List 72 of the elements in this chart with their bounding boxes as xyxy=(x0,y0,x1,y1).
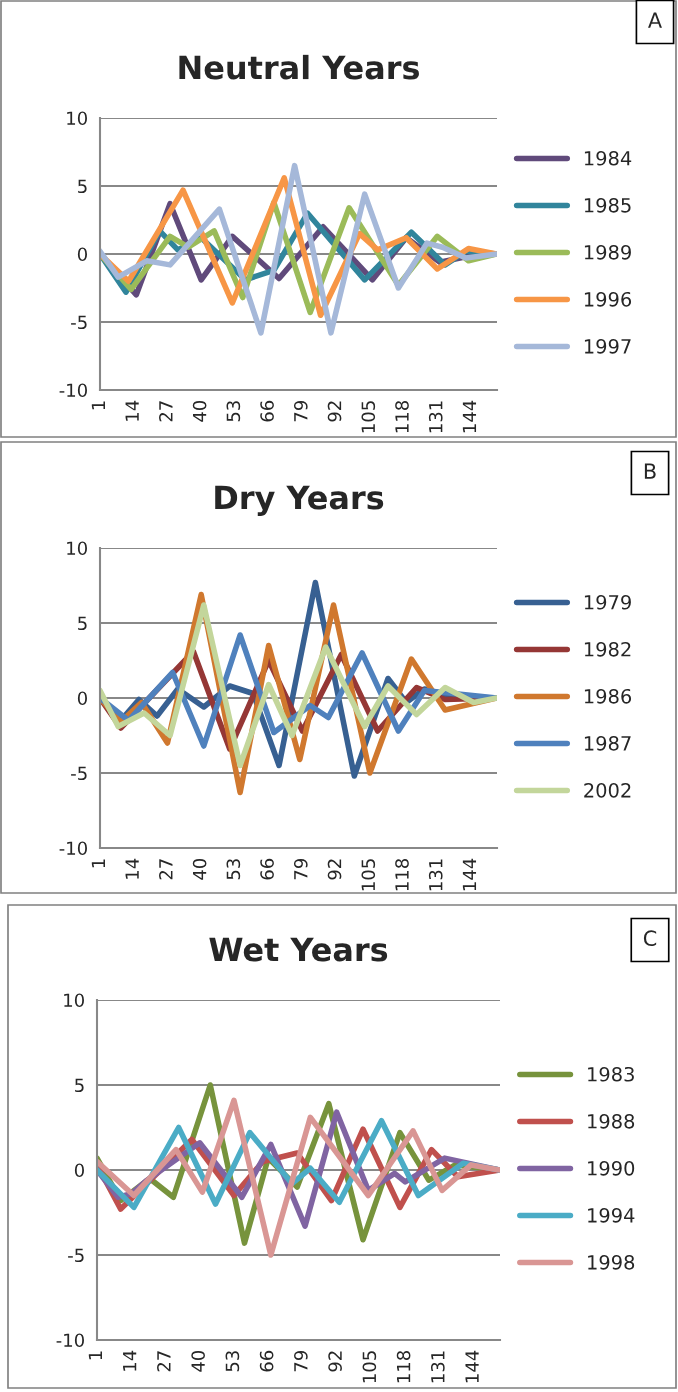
x-tick-label: 53 xyxy=(226,859,241,880)
legend-label: 1998 xyxy=(588,1254,635,1270)
y-tick-label: -10 xyxy=(59,383,87,398)
legend-label: 1982 xyxy=(584,641,631,657)
y-tick-label: -5 xyxy=(68,1248,84,1263)
legend-label: 1984 xyxy=(584,150,632,166)
legend-label: 1987 xyxy=(584,735,631,751)
x-tick-label: 92 xyxy=(327,401,342,422)
x-tick-label: 92 xyxy=(327,859,342,880)
x-tick-label: 1 xyxy=(88,1351,102,1360)
chart-title: Neutral Years xyxy=(179,54,419,80)
y-tick-label: -10 xyxy=(59,841,87,856)
x-tick-label: 53 xyxy=(225,1351,240,1372)
x-tick-label: 14 xyxy=(123,1350,137,1371)
y-tick-label: 10 xyxy=(67,541,87,556)
x-tick-label: 118 xyxy=(395,400,409,433)
x-tick-label: 105 xyxy=(362,1351,377,1383)
x-tick-label: 118 xyxy=(395,858,409,891)
x-tick-label: 118 xyxy=(396,1350,411,1383)
x-tick-label: 14 xyxy=(125,858,139,879)
x-tick-label: 79 xyxy=(293,858,308,880)
text: C xyxy=(643,930,657,947)
x-tick-label: 144 xyxy=(462,400,477,433)
legend-label: 2002 xyxy=(584,782,631,798)
legend-label: 1983 xyxy=(588,1066,634,1082)
text: A xyxy=(648,12,662,28)
x-tick-label: 92 xyxy=(328,1351,342,1372)
legend-label: 1985 xyxy=(584,197,631,213)
legend-label: 1979 xyxy=(584,594,631,610)
x-tick-label: 40 xyxy=(191,1350,205,1372)
x-tick-label: 131 xyxy=(428,401,443,433)
y-tick-label: 10 xyxy=(64,993,84,1008)
x-tick-label: 1 xyxy=(91,859,105,868)
x-tick-label: 1 xyxy=(91,401,105,410)
x-tick-label: 79 xyxy=(294,1350,308,1372)
x-tick-label: 14 xyxy=(125,400,139,421)
x-tick-label: 105 xyxy=(361,401,376,433)
x-tick-label: 27 xyxy=(159,859,173,880)
x-tick-label: 27 xyxy=(157,1351,171,1372)
x-tick-label: 53 xyxy=(226,401,241,422)
y-tick-label: -10 xyxy=(56,1333,84,1348)
x-tick-label: 66 xyxy=(259,1350,274,1372)
y-tick-label: -5 xyxy=(71,315,87,330)
legend-label: 1986 xyxy=(584,688,632,704)
y-tick-label: 0 xyxy=(74,1163,84,1178)
legend-label: 1988 xyxy=(588,1113,635,1129)
text: B xyxy=(644,463,656,479)
x-tick-label: 144 xyxy=(465,1350,479,1383)
x-tick-label: 27 xyxy=(159,401,173,422)
chart-title: Wet Years xyxy=(209,937,388,962)
x-tick-label: 66 xyxy=(260,400,274,422)
legend-label: 1997 xyxy=(584,338,631,354)
legend-label: 1994 xyxy=(588,1207,635,1223)
y-tick-label: -5 xyxy=(71,766,87,781)
y-tick-label: 5 xyxy=(78,179,87,194)
legend-label: 1990 xyxy=(588,1160,635,1176)
y-tick-label: 5 xyxy=(78,616,87,631)
x-tick-label: 131 xyxy=(431,1351,445,1383)
y-tick-label: 0 xyxy=(77,247,87,262)
x-tick-label: 66 xyxy=(260,858,274,880)
y-tick-label: 0 xyxy=(77,691,87,706)
x-tick-label: 40 xyxy=(192,858,207,880)
y-tick-label: 10 xyxy=(67,111,87,126)
x-tick-label: 144 xyxy=(462,858,477,891)
x-tick-label: 131 xyxy=(428,859,443,891)
chart-title: Dry Years xyxy=(215,485,384,516)
legend-label: 1996 xyxy=(584,291,632,307)
x-tick-label: 105 xyxy=(361,859,376,891)
x-tick-label: 40 xyxy=(192,400,207,422)
legend-label: 1989 xyxy=(584,244,631,260)
y-tick-label: 5 xyxy=(75,1078,84,1093)
x-tick-label: 79 xyxy=(293,400,308,422)
